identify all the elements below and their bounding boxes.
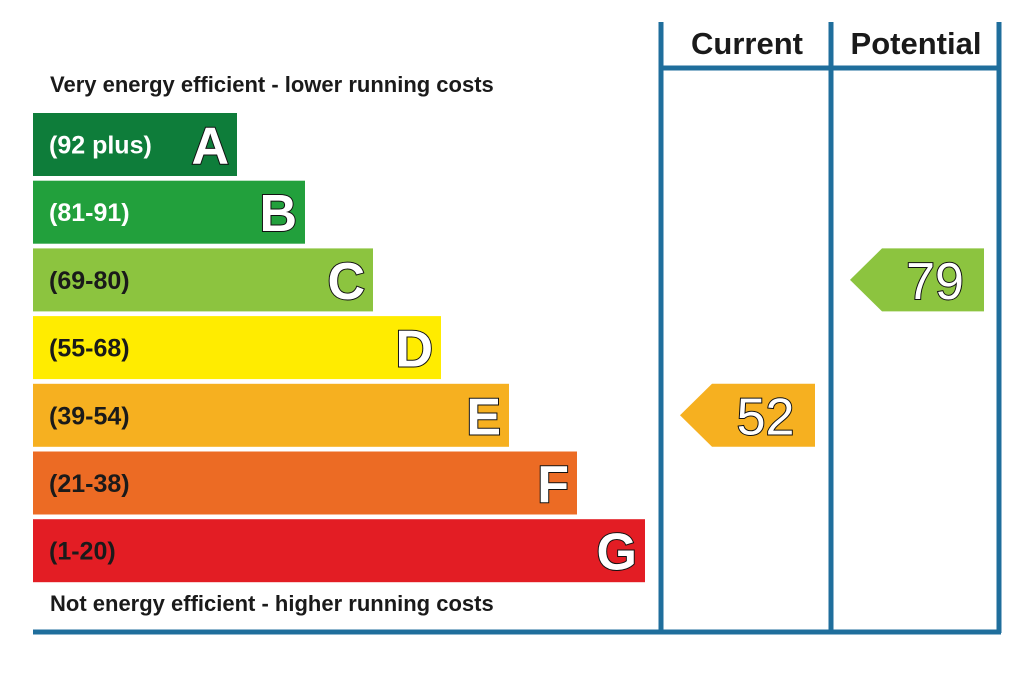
chart-frame <box>33 22 1002 635</box>
band-g-bar <box>33 519 645 583</box>
band-a-range: (92 plus) <box>49 132 152 160</box>
potential-column-header: Potential <box>851 26 982 61</box>
band-a-letter: A <box>191 118 229 176</box>
efficiency-bottom-label: Not energy efficient - higher running co… <box>50 591 494 616</box>
current-rating-value: 52 <box>737 388 795 446</box>
band-f-bar <box>33 451 577 515</box>
potential-rating-arrow <box>850 248 984 312</box>
efficiency-top-label: Very energy efficient - lower running co… <box>50 72 494 97</box>
rating-arrows: 52 79 <box>680 248 984 447</box>
potential-rating-value: 79 <box>906 253 964 311</box>
rating-bands: (92 plus) A (81-91) B (69-80) C (55-68) D (39-54… <box>33 113 645 583</box>
band-d-range: (55-68) <box>49 335 130 363</box>
band-c-bar <box>33 248 373 312</box>
current-rating-arrow <box>680 383 815 447</box>
band-b-letter: B <box>259 185 297 243</box>
band-f-range: (21-38) <box>49 470 130 498</box>
band-e-bar <box>33 383 509 447</box>
band-b-bar <box>33 180 305 244</box>
band-d-letter: D <box>395 321 433 379</box>
band-g-range: (1-20) <box>49 538 116 566</box>
band-b-range: (81-91) <box>49 199 130 227</box>
band-c-range: (69-80) <box>49 267 130 295</box>
band-e-letter: E <box>466 388 501 446</box>
band-a-bar <box>33 113 237 176</box>
band-d-bar <box>33 316 441 380</box>
band-f-letter: F <box>537 456 569 514</box>
band-e-range: (39-54) <box>49 402 130 430</box>
current-column-header: Current <box>691 26 803 61</box>
band-c-letter: C <box>327 253 365 311</box>
band-g-letter: G <box>597 524 637 582</box>
